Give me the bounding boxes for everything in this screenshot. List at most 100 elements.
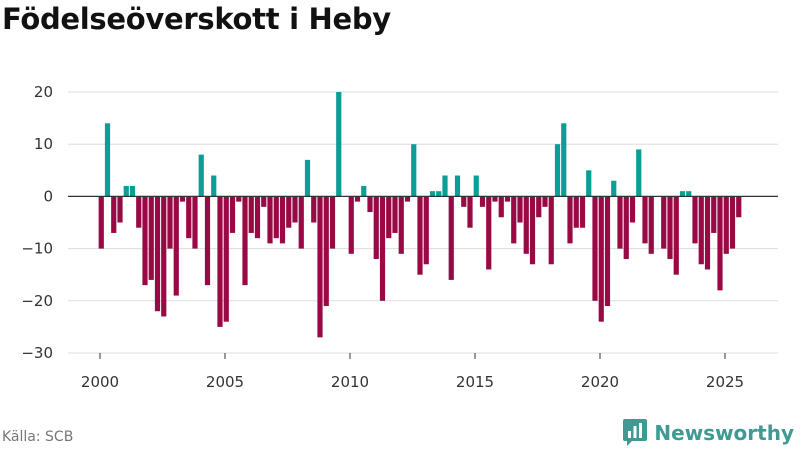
bar xyxy=(623,196,629,260)
x-tick-label: 2020 xyxy=(581,373,619,391)
bar xyxy=(592,196,598,301)
bar xyxy=(373,196,379,260)
x-tick-label: 2010 xyxy=(331,373,369,391)
bar xyxy=(554,144,561,197)
bar xyxy=(204,196,211,286)
bar xyxy=(104,123,111,197)
bars xyxy=(98,92,742,338)
bar xyxy=(336,92,342,197)
bar xyxy=(567,196,573,244)
bar xyxy=(642,196,648,244)
y-tick-label: 0 xyxy=(43,187,53,205)
y-tick-label: 10 xyxy=(34,135,53,153)
bar xyxy=(142,196,148,286)
bar xyxy=(229,196,236,233)
bar xyxy=(648,196,654,254)
x-tick-label: 2005 xyxy=(206,373,244,391)
bar xyxy=(611,180,617,197)
bar xyxy=(217,196,223,327)
bar xyxy=(529,196,536,265)
bar xyxy=(467,196,473,228)
bar xyxy=(536,196,542,218)
brand-logo[interactable]: Newsworthy xyxy=(623,419,794,446)
bar xyxy=(517,196,523,223)
bar xyxy=(236,196,242,202)
bar xyxy=(629,196,636,223)
bar xyxy=(329,196,336,249)
bar xyxy=(136,196,142,228)
bar xyxy=(98,196,104,249)
bar xyxy=(286,196,292,228)
x-tick-label: 2000 xyxy=(81,373,119,391)
x-tick-label: 2015 xyxy=(456,373,494,391)
bar xyxy=(242,196,248,286)
bar xyxy=(461,196,467,207)
grid-lines xyxy=(68,91,778,354)
bar xyxy=(161,196,167,317)
bar xyxy=(523,196,529,254)
bar xyxy=(298,196,304,249)
bar xyxy=(323,196,329,307)
bar xyxy=(273,196,279,239)
bar xyxy=(442,175,448,197)
bar xyxy=(129,185,136,197)
bar xyxy=(598,196,604,322)
bar xyxy=(448,196,454,280)
bar xyxy=(173,196,179,296)
bar xyxy=(367,196,373,213)
bar xyxy=(604,196,611,307)
bar xyxy=(254,196,261,239)
bar xyxy=(304,159,311,197)
bar xyxy=(317,196,323,338)
bar xyxy=(223,196,229,322)
bar xyxy=(692,196,698,244)
bar xyxy=(473,175,479,197)
brand-name: Newsworthy xyxy=(654,420,794,445)
bar xyxy=(617,196,623,249)
bar xyxy=(279,196,286,244)
bar xyxy=(736,196,742,218)
bar xyxy=(729,196,736,249)
bar xyxy=(148,196,154,280)
bar xyxy=(292,196,298,223)
bar xyxy=(492,196,498,202)
bar xyxy=(454,175,461,197)
y-tick-label: −10 xyxy=(21,240,53,258)
chart-title: Födelseöverskott i Heby xyxy=(2,2,391,36)
bar xyxy=(704,196,711,270)
bar xyxy=(486,196,492,270)
bar xyxy=(436,191,442,197)
source-note: Källa: SCB xyxy=(2,429,74,445)
bar xyxy=(717,196,723,291)
bar xyxy=(123,185,129,197)
bar xyxy=(579,196,586,228)
bar xyxy=(429,191,436,197)
bar xyxy=(411,144,417,197)
bar xyxy=(111,196,117,233)
bar xyxy=(354,196,361,202)
bar xyxy=(379,196,386,301)
bar xyxy=(248,196,254,233)
bar xyxy=(192,196,198,249)
bar xyxy=(361,185,367,197)
bar xyxy=(392,196,398,233)
bar xyxy=(311,196,317,223)
bar xyxy=(498,196,504,218)
bar xyxy=(511,196,517,244)
bar xyxy=(636,149,642,197)
bar xyxy=(504,196,511,202)
bar xyxy=(211,175,217,197)
bar-chart-speech-bubble-icon xyxy=(623,419,648,446)
bar xyxy=(561,123,567,197)
bar xyxy=(154,196,161,312)
bar xyxy=(548,196,554,265)
bar xyxy=(542,196,548,207)
bar xyxy=(198,154,204,197)
y-tick-label: −30 xyxy=(21,344,53,362)
bar xyxy=(698,196,704,265)
bar xyxy=(348,196,354,254)
bar xyxy=(479,196,486,207)
bar xyxy=(711,196,717,233)
bar xyxy=(417,196,423,275)
